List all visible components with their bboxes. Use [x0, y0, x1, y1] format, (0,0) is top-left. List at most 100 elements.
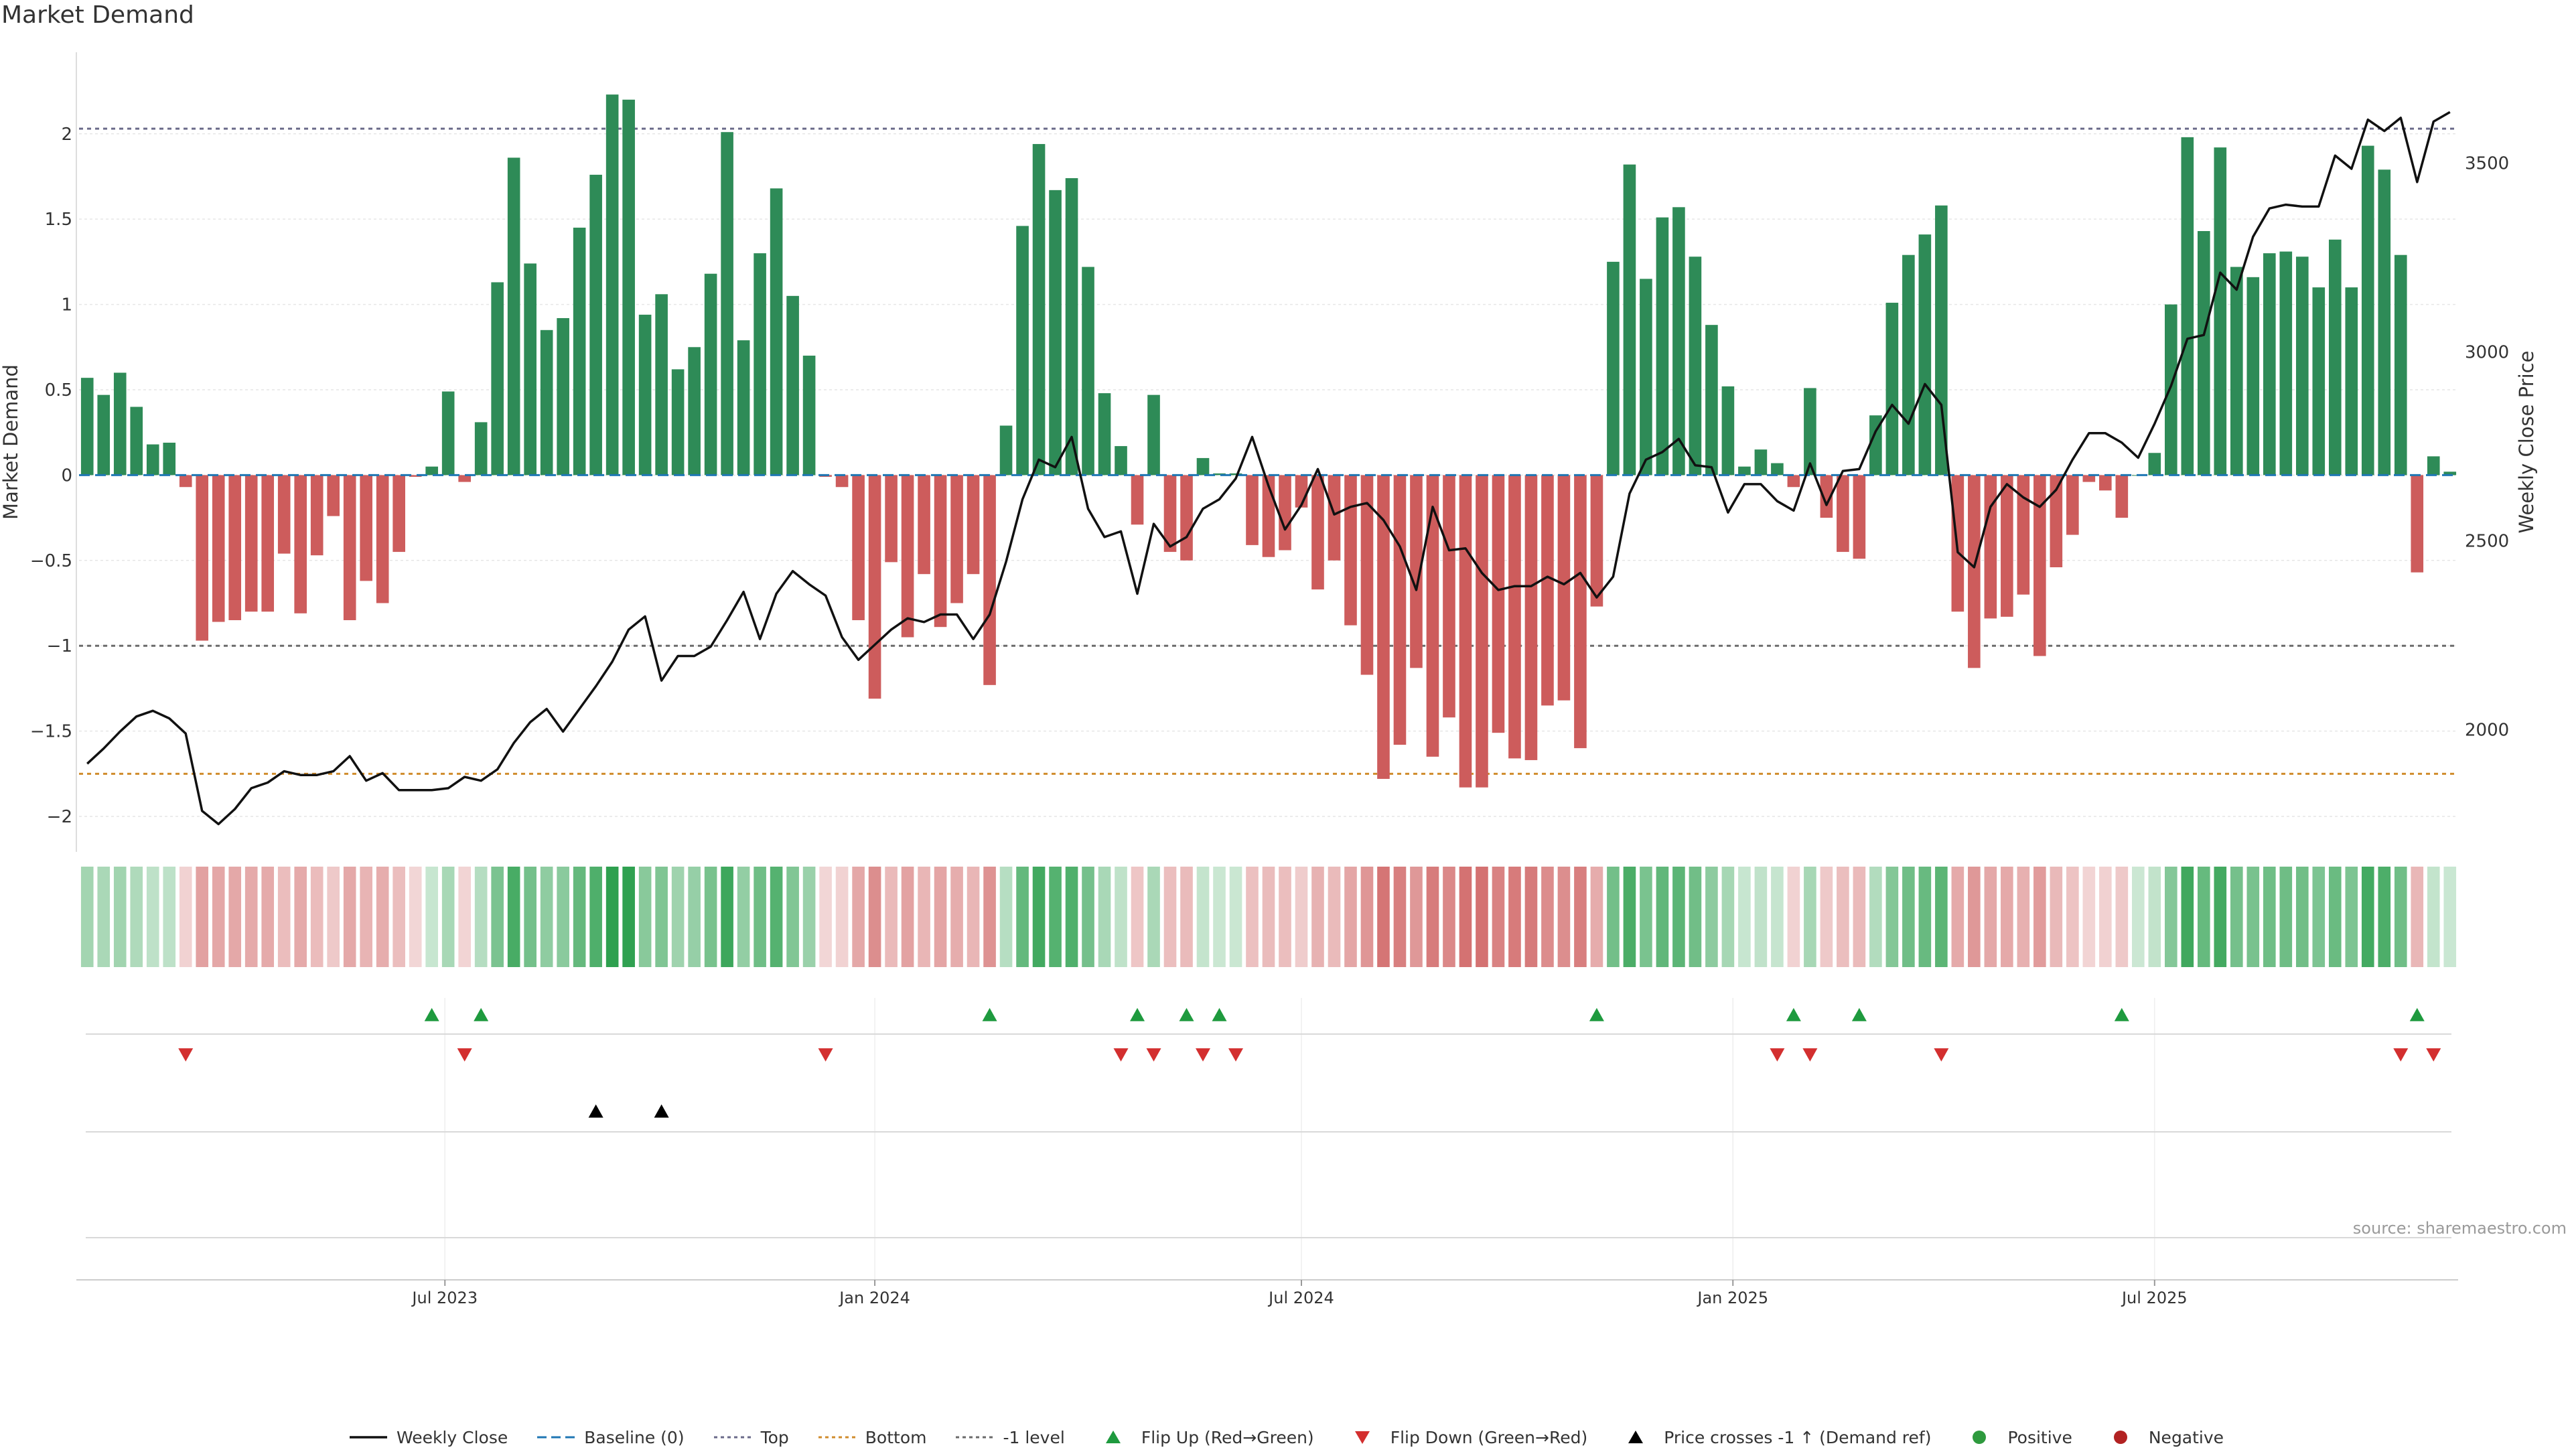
- demand-bar: [1492, 475, 1505, 733]
- demand-bar: [392, 475, 405, 553]
- heat-cell: [901, 867, 914, 967]
- demand-bar: [934, 475, 947, 628]
- demand-bar: [163, 442, 176, 476]
- demand-bar: [1869, 415, 1882, 476]
- demand-bar: [2328, 239, 2342, 476]
- demand-bar: [540, 330, 553, 476]
- demand-bar: [1968, 475, 1981, 668]
- demand-bar: [1541, 475, 1554, 706]
- demand-bar: [1147, 394, 1160, 476]
- heat-cell: [2197, 867, 2210, 967]
- heat-cell: [1393, 867, 1407, 967]
- demand-bar: [113, 372, 127, 476]
- demand-bar: [277, 475, 291, 554]
- heat-cell: [1902, 867, 1915, 967]
- demand-bar: [1804, 388, 1816, 476]
- y-axis-title: Market Demand: [0, 364, 22, 520]
- legend-item-dot-positive: Positive: [1959, 1428, 2072, 1447]
- legend-swatch: [818, 1436, 856, 1439]
- heat-cell: [163, 867, 176, 967]
- legend-swatch: [713, 1436, 752, 1439]
- y2-tick-label: 2500: [2465, 532, 2509, 552]
- flip-down-marker: [178, 1048, 194, 1062]
- demand-bar: [261, 475, 275, 612]
- demand-bar: [1574, 475, 1587, 749]
- demand-bar: [605, 94, 619, 476]
- demand-bar: [1459, 475, 1472, 788]
- heat-cell: [458, 867, 471, 967]
- heat-cell: [2066, 867, 2079, 967]
- flip-down-marker: [457, 1048, 472, 1062]
- heat-cell: [655, 867, 668, 967]
- legend-swatch: [349, 1436, 387, 1439]
- x-tick-label: Jul 2024: [1267, 1289, 1334, 1307]
- demand-bar: [885, 475, 898, 563]
- heat-cell: [540, 867, 553, 967]
- demand-bar: [1837, 475, 1849, 553]
- flip-down-marker: [1802, 1048, 1818, 1062]
- flip-up-marker: [1786, 1008, 1801, 1021]
- demand-bar: [343, 475, 356, 620]
- heat-cell: [1410, 867, 1423, 967]
- heat-cell: [1820, 867, 1833, 967]
- legend-item-minus-one: -1 level: [954, 1427, 1065, 1447]
- y-tick-label: −2: [47, 807, 72, 827]
- flip-down-marker: [1196, 1048, 1211, 1062]
- demand-bar: [835, 475, 849, 488]
- heat-cell: [885, 867, 898, 967]
- heat-cell: [327, 867, 340, 967]
- legend-label: Weekly Close: [396, 1427, 508, 1447]
- y-tick-label: 0: [61, 465, 72, 486]
- demand-bar: [638, 314, 652, 476]
- heat-cell: [1787, 867, 1800, 967]
- demand-bar: [524, 263, 537, 476]
- demand-bar: [770, 188, 783, 476]
- demand-bar: [737, 340, 750, 476]
- heat-cell: [2115, 867, 2129, 967]
- heat-cell: [80, 867, 94, 967]
- x-tick-label: Jul 2023: [411, 1289, 478, 1307]
- heat-cell: [868, 867, 881, 967]
- demand-bar: [1656, 217, 1669, 476]
- demand-bar: [1279, 475, 1291, 551]
- legend-label: Negative: [2148, 1427, 2224, 1447]
- flip-down-marker: [1770, 1048, 1785, 1062]
- heat-cell: [294, 867, 307, 967]
- demand-bar: [2214, 147, 2227, 476]
- demand-bar: [1032, 144, 1046, 476]
- y-tick-label: 1: [61, 295, 72, 315]
- y-tick-label: −0.5: [30, 551, 72, 571]
- demand-bar: [2148, 453, 2161, 476]
- demand-bar: [2001, 475, 2013, 617]
- legend-swatch: [1628, 1431, 1644, 1443]
- demand-bar: [1115, 446, 1127, 476]
- legend-item-cross: Price crosses -1 ↑ (Demand ref): [1616, 1428, 1931, 1447]
- demand-bar: [2099, 475, 2112, 491]
- demand-bar: [1902, 254, 1915, 476]
- demand-bar: [1607, 261, 1620, 476]
- demand-bar: [721, 132, 733, 476]
- x-tick-label: Jan 2025: [1696, 1289, 1768, 1307]
- demand-bar: [802, 356, 816, 476]
- demand-bar: [704, 273, 717, 476]
- heat-cell: [2279, 867, 2293, 967]
- demand-bar: [589, 174, 602, 476]
- legend-swatch: [956, 1436, 994, 1439]
- heat-cell: [1918, 867, 1932, 967]
- legend-label: -1 level: [1003, 1427, 1065, 1447]
- heat-cell: [2050, 867, 2063, 967]
- demand-bar: [1689, 257, 1702, 476]
- demand-bar: [1918, 234, 1932, 476]
- heat-cell: [1344, 867, 1357, 967]
- demand-bar: [360, 475, 372, 581]
- heat-cell: [983, 867, 996, 967]
- demand-bar: [2394, 254, 2407, 476]
- heat-cell: [934, 867, 947, 967]
- demand-bar: [212, 475, 225, 622]
- heat-cell: [638, 867, 652, 967]
- demand-bar: [1360, 475, 1374, 675]
- demand-bar: [196, 475, 209, 641]
- y-tick-label: 0.5: [45, 380, 72, 401]
- heat-cell: [1049, 867, 1062, 967]
